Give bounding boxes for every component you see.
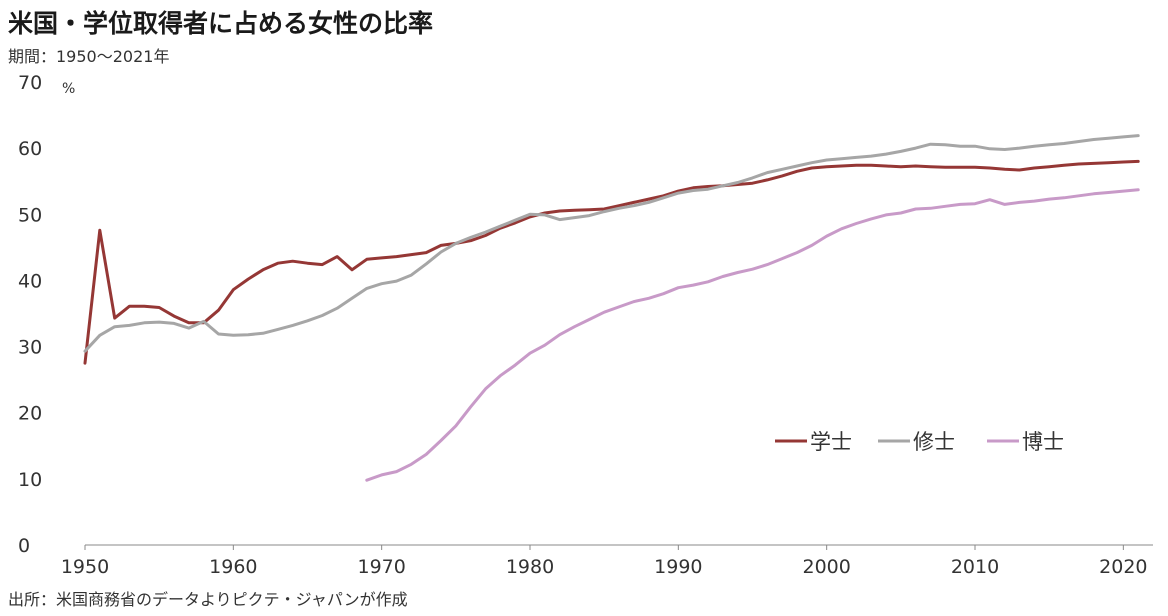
- chart-title: 米国・学位取得者に占める女性の比率: [8, 9, 434, 38]
- chart-axes: 0 10 20 30 40 50 60 70 % 1950 1960 1970 1980 1990 2000…: [18, 72, 1153, 578]
- series-line-学士: [83, 159, 1140, 365]
- y-tick-label: 10: [18, 469, 42, 491]
- y-tick-label: 20: [18, 403, 42, 425]
- y-tick-label: 50: [18, 204, 42, 226]
- y-tick-label: 70: [18, 72, 42, 94]
- legend-label: 学士: [810, 430, 852, 454]
- x-tick-label: 1970: [357, 556, 405, 578]
- y-tick-label: 40: [18, 270, 42, 292]
- x-tick-label: 2020: [1099, 556, 1147, 578]
- series-line-修士: [83, 134, 1140, 353]
- x-tick-label: 1960: [209, 556, 257, 578]
- x-tick-label: 2000: [802, 556, 850, 578]
- x-tick-label: 1950: [61, 556, 109, 578]
- series-lines: [83, 134, 1140, 482]
- legend-label: 修士: [913, 430, 955, 454]
- source-note: 出所：米国商務省のデータよりピクテ・ジャパンが作成: [8, 590, 408, 609]
- y-tick-label: 30: [18, 337, 42, 359]
- chart-subtitle: 期間：1950～2021年: [8, 47, 170, 66]
- x-tick-label: 1980: [506, 556, 554, 578]
- y-tick-label: 60: [18, 138, 42, 160]
- series-line-博士: [365, 188, 1140, 482]
- legend-label: 博士: [1022, 430, 1064, 454]
- chart-legend: 学士 修士 博士: [775, 430, 1064, 454]
- y-axis-unit-label: %: [62, 81, 75, 97]
- x-tick-label: 1990: [654, 556, 702, 578]
- x-tick-label: 2010: [951, 556, 999, 578]
- y-tick-label: 0: [18, 535, 30, 557]
